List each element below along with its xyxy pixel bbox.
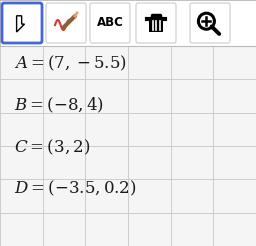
- FancyBboxPatch shape: [149, 19, 163, 32]
- FancyBboxPatch shape: [46, 3, 86, 43]
- FancyBboxPatch shape: [2, 3, 42, 43]
- Bar: [0, 0, 256, 46]
- Text: $D = \left(-3.5, 0.2\right)$: $D = \left(-3.5, 0.2\right)$: [14, 179, 136, 198]
- FancyBboxPatch shape: [90, 3, 130, 43]
- Text: $C = \left(3, 2\right)$: $C = \left(3, 2\right)$: [14, 137, 90, 157]
- Text: ABC: ABC: [97, 16, 123, 30]
- FancyBboxPatch shape: [136, 3, 176, 43]
- FancyBboxPatch shape: [190, 3, 230, 43]
- Polygon shape: [17, 16, 25, 32]
- Text: $A = \left(7, -5.5\right)$: $A = \left(7, -5.5\right)$: [14, 54, 127, 73]
- Bar: [0, 46, 256, 246]
- Text: $B = \left(-8, 4\right)$: $B = \left(-8, 4\right)$: [14, 96, 104, 115]
